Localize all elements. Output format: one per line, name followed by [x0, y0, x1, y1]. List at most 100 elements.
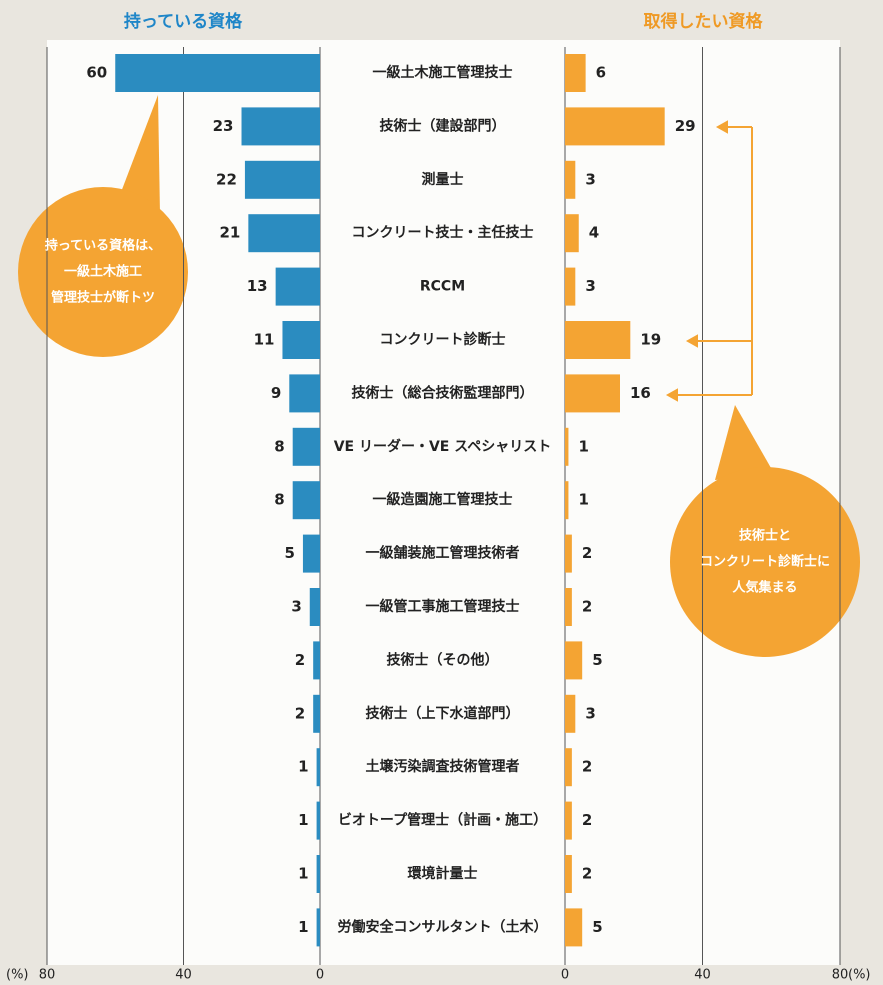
bar	[244, 160, 320, 199]
bar	[316, 748, 320, 787]
value-label: 1	[578, 437, 588, 455]
arrows	[665, 120, 753, 402]
x-tick-label: 40	[694, 968, 711, 983]
value-label: 6	[596, 64, 606, 82]
value-label: 8	[274, 491, 284, 509]
x-unit-right: (%)	[848, 968, 871, 983]
category-label: 技術士（その他）	[387, 651, 499, 668]
left-callout-pointer	[118, 95, 160, 215]
value-label: 3	[291, 598, 301, 616]
category-label: 一級土木施工管理技士	[373, 64, 513, 81]
value-label: 5	[592, 918, 602, 936]
value-label: 1	[578, 491, 588, 509]
category-label: RCCM	[420, 279, 465, 295]
bar	[248, 214, 320, 253]
value-label: 2	[582, 598, 592, 616]
bar	[275, 267, 320, 306]
bar	[565, 908, 583, 947]
bar	[302, 534, 320, 573]
category-label: 測量士	[422, 171, 464, 188]
category-label: 労働安全コンサルタント（土木）	[338, 918, 548, 935]
value-label: 1	[298, 811, 308, 829]
left-title: 持っている資格	[124, 11, 243, 32]
category-label: コンクリート技士・主任技士	[352, 224, 534, 241]
bar	[565, 855, 572, 893]
bar	[565, 427, 569, 466]
bar	[241, 107, 320, 146]
category-label: ビオトープ管理士（計画・施工）	[338, 812, 547, 829]
bar	[565, 801, 572, 840]
bar	[292, 427, 320, 466]
bar	[565, 160, 576, 199]
value-label: 8	[274, 437, 284, 455]
value-label: 4	[589, 224, 599, 242]
value-label: 3	[585, 170, 595, 188]
category-label: 技術士（総合技術監理部門）	[352, 384, 534, 401]
value-label: 2	[295, 651, 305, 669]
annotation-text: 人気集まる	[732, 580, 797, 596]
bar	[565, 107, 665, 146]
left-callout	[18, 187, 188, 357]
value-label: 2	[582, 811, 592, 829]
right-callout-pointer	[715, 405, 775, 480]
value-label: 3	[585, 704, 595, 722]
value-label: 29	[675, 117, 696, 135]
category-label: 一級管工事施工管理技士	[366, 598, 520, 615]
value-label: 2	[582, 544, 592, 562]
right-callout	[670, 467, 860, 657]
category-label: 一級造園施工管理技士	[373, 491, 513, 508]
bar	[565, 321, 631, 359]
bar	[316, 855, 320, 893]
category-label: VE リーダー・VE スペシャリスト	[334, 438, 552, 455]
value-label: 1	[298, 758, 308, 776]
category-label: 環境計量士	[408, 865, 478, 882]
value-label: 5	[285, 544, 295, 562]
bar	[565, 694, 576, 733]
bar	[292, 481, 320, 520]
bar	[282, 321, 320, 359]
value-label: 5	[592, 651, 602, 669]
right-title: 取得したい資格	[644, 11, 764, 32]
arrow-heads	[665, 120, 728, 402]
value-label: 23	[213, 117, 234, 135]
annotation-text: 一級土木施工	[64, 264, 142, 280]
value-label: 19	[640, 331, 661, 349]
arrow-lines	[668, 126, 753, 396]
bar	[115, 54, 320, 92]
annotation-text: コンクリート診断士に	[700, 554, 830, 570]
value-label: 1	[298, 865, 308, 883]
annotation-text: 技術士と	[739, 528, 791, 544]
bar	[565, 267, 576, 306]
annotation-text: 持っている資格は、	[45, 238, 161, 254]
value-label: 60	[86, 64, 107, 82]
category-label: 技術士（上下水道部門）	[366, 705, 520, 722]
bar	[565, 481, 569, 520]
bar	[565, 641, 583, 680]
bar	[565, 374, 620, 413]
value-label: 2	[295, 704, 305, 722]
value-label: 2	[582, 865, 592, 883]
annotation-text: 管理技士が断トツ	[51, 290, 155, 306]
bar	[316, 801, 320, 840]
bar	[313, 694, 320, 733]
bar	[316, 908, 320, 947]
value-label: 9	[271, 384, 281, 402]
x-tick-label: 0	[316, 968, 324, 983]
x-tick-label: 80	[39, 968, 56, 983]
category-label: コンクリート診断士	[380, 331, 506, 348]
category-label: 土壌汚染調査技術管理者	[366, 758, 520, 775]
value-label: 1	[298, 918, 308, 936]
value-label: 16	[630, 384, 651, 402]
bar	[565, 54, 586, 92]
bar	[313, 641, 320, 680]
bar	[565, 588, 572, 626]
bar	[565, 748, 572, 787]
x-tick-label: 80	[832, 968, 849, 983]
bar	[565, 214, 579, 253]
value-label: 21	[219, 224, 240, 242]
x-tick-label: 40	[175, 968, 192, 983]
x-tick-label: 0	[561, 968, 569, 983]
bar	[289, 374, 320, 413]
x-unit-left: (%)	[6, 968, 29, 983]
